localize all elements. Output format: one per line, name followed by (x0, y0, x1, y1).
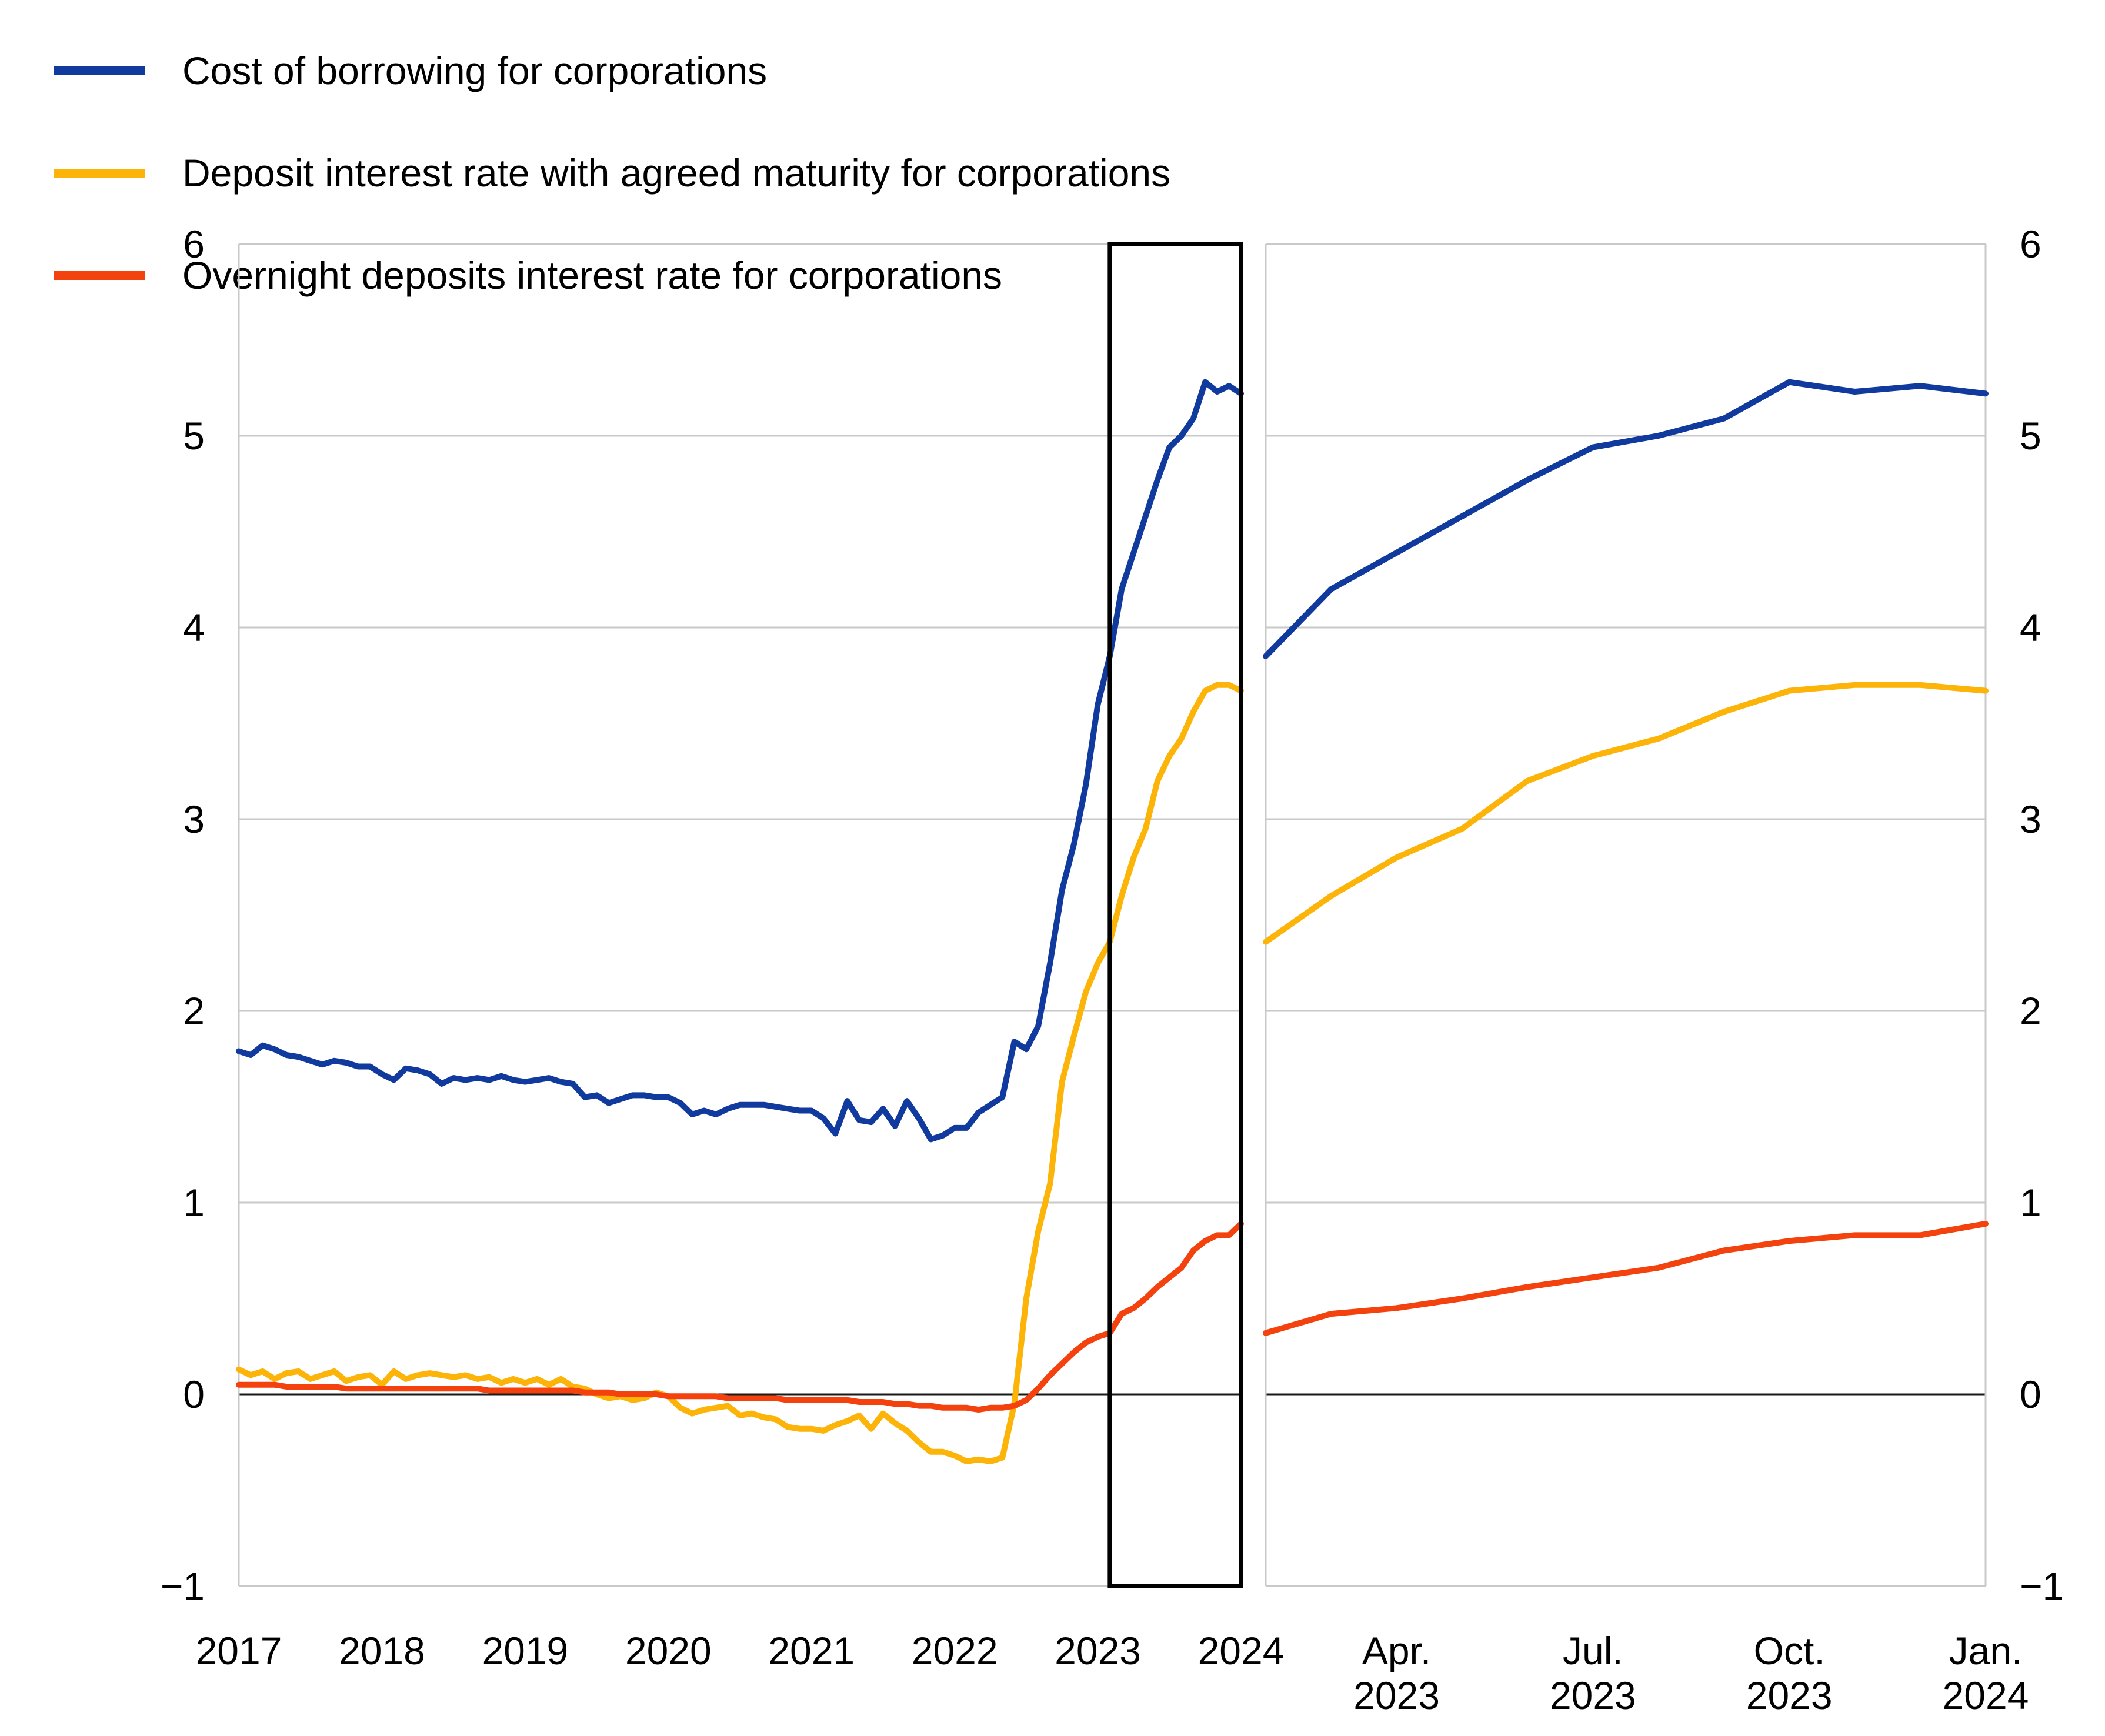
highlight-box (1107, 242, 1243, 1588)
main-panel: 6 5 4 3 2 1 0 −1 2017 2018 2019 2020 2021 2022 2023 202… (161, 222, 1285, 1672)
legend: Cost of borrowing for corporations Depos… (54, 44, 1170, 351)
legend-swatch-blue-line-icon (54, 66, 145, 75)
x-axis-tick-label: Apr. (1362, 1629, 1431, 1672)
legend-label: Cost of borrowing for corporations (182, 49, 768, 92)
series-line-2 (236, 1220, 1244, 1413)
x-axis-tick-label: 2023 (1550, 1674, 1636, 1717)
x-axis-tick-label: 2017 (196, 1629, 282, 1672)
x-axis-tick-label: 2020 (625, 1629, 712, 1672)
y-axis-tick-label: 5 (2020, 414, 2041, 458)
series-line-1 (236, 682, 1244, 1465)
x-axis-tick-label: 2023 (1353, 1674, 1440, 1717)
series-line-0 (236, 379, 1244, 1143)
y-axis-tick-label: −1 (2020, 1564, 2064, 1608)
y-axis-tick-label: 2 (2020, 989, 2041, 1033)
legend-item-cost-of-borrowing: Cost of borrowing for corporations (54, 44, 1170, 97)
y-axis-tick-label: 4 (2020, 606, 2041, 649)
y-axis-tick-label: 5 (183, 414, 205, 458)
x-axis-tick-label: Oct. (1754, 1629, 1825, 1672)
x-axis-tick-label: 2023 (1746, 1674, 1833, 1717)
legend-label: Overnight deposits interest rate for cor… (182, 253, 1003, 297)
zoom-panel: 6543210−1Apr.2023Jul.2023Oct.2023Jan.202… (1263, 222, 2064, 1717)
legend-swatch-red-line-icon (54, 271, 145, 280)
y-axis-tick-label: 1 (2020, 1181, 2041, 1224)
series-line-0 (1263, 379, 1989, 659)
y-axis-tick-label: 6 (183, 222, 205, 266)
y-axis-tick-label: 2 (183, 989, 205, 1033)
y-axis-tick-label: 4 (183, 606, 205, 649)
x-axis-tick-label: Jul. (1563, 1629, 1623, 1672)
y-axis-tick-label: 0 (183, 1373, 205, 1416)
y-axis-tick-label: 3 (183, 797, 205, 841)
x-axis-tick-label: 2018 (339, 1629, 425, 1672)
x-axis-tick-label: Jan. (1949, 1629, 2023, 1672)
x-axis-tick-label: 2024 (1943, 1674, 2029, 1717)
y-axis-tick-label: 6 (2020, 222, 2041, 266)
legend-swatch-yellow-line-icon (54, 168, 145, 178)
legend-label: Deposit interest rate with agreed maturi… (182, 151, 1171, 195)
y-axis-tick-label: 3 (2020, 797, 2041, 841)
x-axis-tick-label: 2019 (482, 1629, 568, 1672)
series-line-1 (1263, 682, 1989, 945)
y-axis-tick-label: −1 (161, 1564, 205, 1608)
series-line-2 (1263, 1220, 1989, 1336)
legend-item-overnight-deposits: Overnight deposits interest rate for cor… (54, 249, 1170, 302)
x-axis-tick-label: 2023 (1055, 1629, 1141, 1672)
y-axis-tick-label: 0 (2020, 1373, 2041, 1416)
y-axis-tick-label: 1 (183, 1181, 205, 1224)
legend-item-deposit-agreed-maturity: Deposit interest rate with agreed maturi… (54, 146, 1170, 199)
x-axis-tick-label: 2021 (768, 1629, 855, 1672)
x-axis-tick-label: 2022 (912, 1629, 998, 1672)
x-axis-tick-label: 2024 (1198, 1629, 1285, 1672)
